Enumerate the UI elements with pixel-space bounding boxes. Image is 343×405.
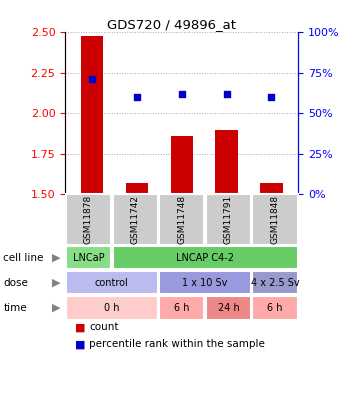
Point — [89, 76, 95, 83]
Text: 6 h: 6 h — [267, 303, 283, 313]
Point — [179, 91, 185, 97]
Text: cell line: cell line — [3, 253, 44, 262]
Bar — [170, 136, 193, 194]
Text: dose: dose — [3, 278, 28, 288]
Text: LNCAP C4-2: LNCAP C4-2 — [176, 253, 234, 262]
Text: 4 x 2.5 Sv: 4 x 2.5 Sv — [251, 278, 299, 288]
Bar — [215, 130, 238, 194]
Text: control: control — [95, 278, 129, 288]
Text: 6 h: 6 h — [174, 303, 190, 313]
Point — [269, 94, 274, 100]
Text: ▶: ▶ — [52, 278, 61, 288]
Text: 24 h: 24 h — [217, 303, 239, 313]
Bar — [81, 36, 103, 194]
Text: percentile rank within the sample: percentile rank within the sample — [89, 339, 265, 350]
Text: ■: ■ — [75, 322, 86, 333]
Point — [224, 91, 229, 97]
Text: LNCaP: LNCaP — [73, 253, 104, 262]
Text: ■: ■ — [75, 339, 86, 350]
Text: ▶: ▶ — [52, 303, 61, 313]
Text: GDS720 / 49896_at: GDS720 / 49896_at — [107, 18, 236, 31]
Text: GSM11848: GSM11848 — [271, 195, 280, 244]
Point — [134, 94, 140, 100]
Bar — [260, 183, 283, 194]
Text: GSM11748: GSM11748 — [177, 195, 186, 244]
Text: count: count — [89, 322, 119, 333]
Text: GSM11878: GSM11878 — [84, 195, 93, 244]
Text: GSM11791: GSM11791 — [224, 195, 233, 244]
Text: time: time — [3, 303, 27, 313]
Text: 0 h: 0 h — [104, 303, 120, 313]
Text: ▶: ▶ — [52, 253, 61, 262]
Bar — [126, 183, 148, 194]
Text: GSM11742: GSM11742 — [131, 195, 140, 244]
Text: 1 x 10 Sv: 1 x 10 Sv — [182, 278, 228, 288]
